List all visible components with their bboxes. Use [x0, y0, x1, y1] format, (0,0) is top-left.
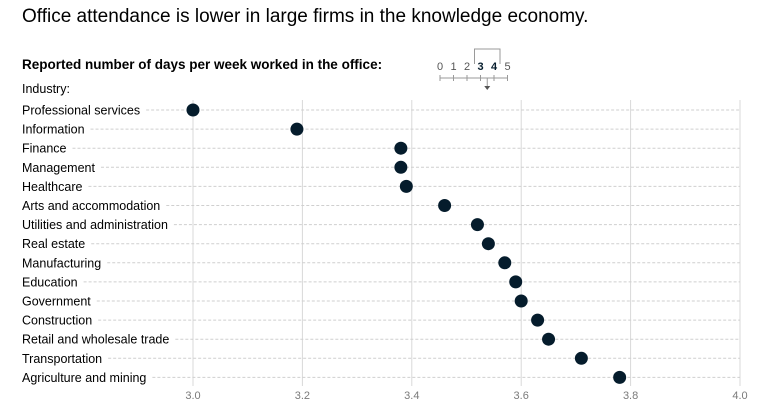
category-label: Education — [22, 275, 78, 289]
chart-title: Office attendance is lower in large firm… — [22, 6, 589, 27]
category-axis-header: Industry: — [22, 82, 70, 96]
category-label: Transportation — [22, 352, 102, 366]
category-label: Construction — [22, 314, 92, 328]
category-label: Arts and accommodation — [22, 199, 160, 213]
data-point — [438, 199, 452, 212]
grid-layer — [192, 100, 741, 386]
category-label: Manufacturing — [22, 256, 101, 270]
data-point — [514, 294, 528, 308]
data-point — [481, 237, 495, 251]
guide-layer — [72, 109, 740, 378]
data-point — [498, 256, 512, 270]
data-point — [531, 313, 545, 327]
scale-key-number: 3 — [477, 61, 483, 73]
x-tick-label: 3.2 — [295, 390, 310, 402]
data-point — [394, 141, 408, 155]
chart-subtitle: Reported number of days per week worked … — [22, 57, 383, 72]
category-label: Management — [22, 161, 95, 175]
x-tick-label: 3.6 — [514, 390, 529, 402]
x-tick-label: 3.0 — [185, 390, 200, 402]
data-point — [542, 332, 556, 346]
tick-layer: 3.0 3.2 3.4 3.6 3.8 4.0 — [185, 390, 747, 402]
scale-key-pointer-icon — [484, 86, 491, 90]
data-point — [394, 160, 408, 174]
data-point — [574, 351, 588, 365]
scale-key-number: 1 — [450, 61, 456, 73]
category-label: Healthcare — [22, 180, 82, 194]
scale-key-bracket — [474, 48, 501, 64]
scale-key-number: 5 — [504, 61, 510, 73]
data-point — [399, 179, 413, 193]
category-label: Agriculture and mining — [22, 371, 146, 385]
category-label: Retail and wholesale trade — [22, 333, 169, 347]
data-point — [470, 218, 484, 232]
scale-key-number: 2 — [464, 61, 470, 73]
category-label: Professional services — [22, 104, 140, 118]
data-point — [186, 103, 200, 117]
category-label: Utilities and administration — [22, 218, 168, 232]
x-tick-label: 3.8 — [623, 390, 638, 402]
data-point — [290, 122, 304, 136]
scale-key-number: 4 — [491, 61, 498, 73]
category-label: Information — [22, 123, 85, 137]
x-tick-label: 4.0 — [732, 390, 747, 402]
category-label: Finance — [22, 142, 67, 156]
dot-layer — [186, 103, 627, 384]
data-point — [613, 370, 627, 384]
category-label: Government — [22, 295, 91, 309]
x-tick-label: 3.4 — [404, 390, 419, 402]
label-layer: Professional services Information Finance M… — [22, 104, 169, 385]
scale-key-number: 0 — [437, 61, 443, 73]
data-point — [509, 275, 523, 289]
category-label: Real estate — [22, 237, 85, 251]
